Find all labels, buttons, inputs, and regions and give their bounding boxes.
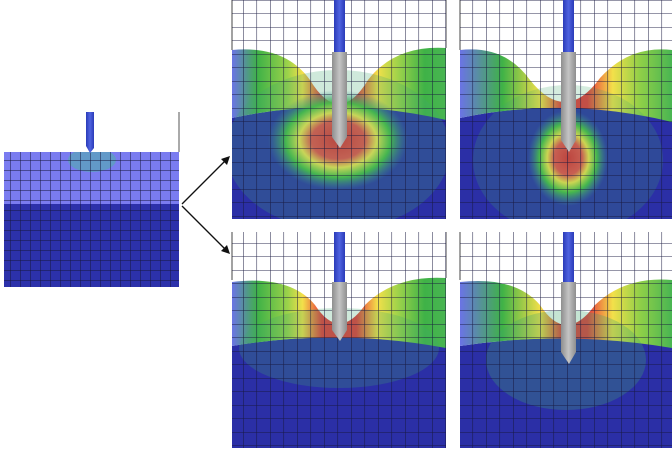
arrow-up [181, 157, 229, 205]
tool-shank-icon [563, 0, 574, 52]
panel-bottom-right [459, 232, 672, 448]
tool-tip-icon [561, 282, 576, 364]
tool-tip-icon [561, 52, 576, 152]
panel-top-middle [231, 0, 447, 219]
mesh-grid [4, 152, 179, 287]
panel-initial [4, 112, 180, 287]
tool-tip-icon [332, 282, 347, 341]
panel-top-right [459, 0, 672, 219]
tool-shank-icon [334, 0, 345, 52]
transition-arrows [181, 156, 230, 254]
tool-icon [86, 112, 94, 153]
panel-bottom-middle [231, 232, 447, 448]
arrow-down-head [221, 245, 230, 254]
tool-shank-icon [334, 232, 345, 282]
tool-tip-icon [332, 52, 347, 148]
arrow-up-head [221, 156, 230, 165]
arrow-down [181, 205, 229, 253]
tool-shank-icon [563, 232, 574, 282]
